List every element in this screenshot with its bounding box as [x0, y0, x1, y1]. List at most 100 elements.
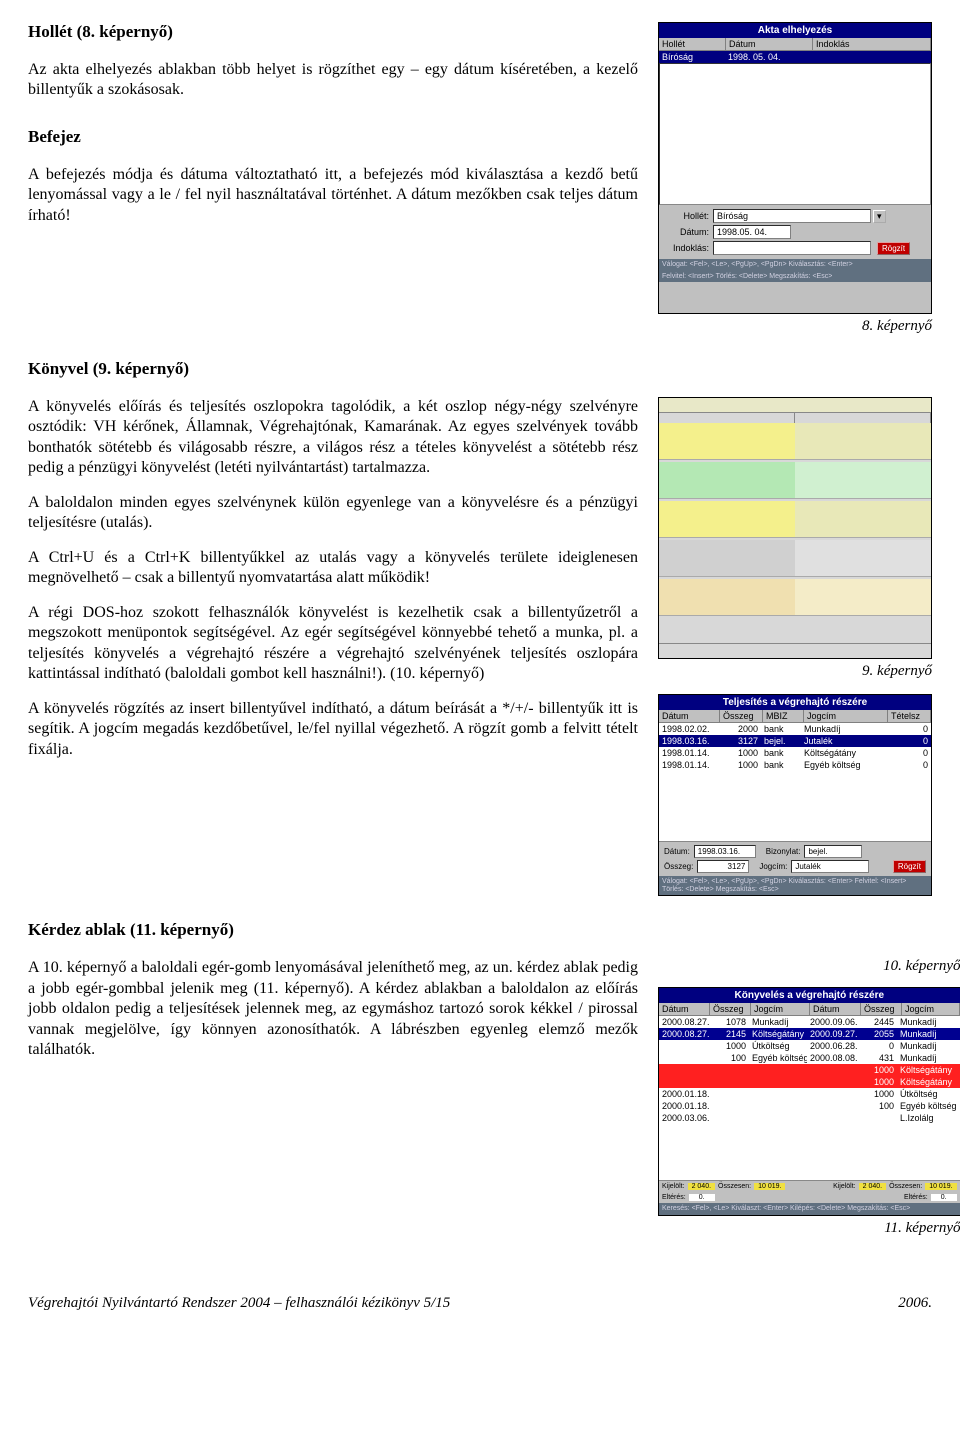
fig10-cell: 1998.03.16.: [659, 735, 719, 747]
fig11-cell: 2055: [857, 1028, 897, 1040]
fig11-row[interactable]: 1000Útköltség2000.06.28.0Munkadíj: [659, 1040, 960, 1052]
section-hollet-title: Hollét (8. képernyő): [28, 22, 638, 42]
fig11-cell: 1000: [709, 1040, 749, 1052]
fig11-cell: 2000.08.27.: [659, 1028, 709, 1040]
fig11-cell: Költségátány: [749, 1028, 807, 1040]
fig11-cell: [749, 1088, 807, 1100]
fig10-osszeg-label: Összeg:: [664, 862, 693, 871]
section-kerdez-p1: A 10. képernyő a baloldali egér-gomb len…: [28, 958, 638, 1060]
fig11-sumrow1: Kijelölt: 2 040. Összesen: 10 019. Kijel…: [659, 1181, 960, 1192]
section-kerdez-title: Kérdez ablak (11. képernyő): [28, 920, 932, 940]
fig10-status: Válogat: <Fel>, <Le>, <PgUp>, <PgDn> Kiv…: [659, 876, 931, 895]
fig11-cell: [749, 1064, 807, 1076]
fig11-col-5: Jogcím: [902, 1003, 960, 1015]
fig11-cell: Útköltség: [749, 1040, 807, 1052]
fig8-header-row: Hollét Dátum Indoklás: [659, 38, 931, 51]
section-hollet-p1: Az akta elhelyezés ablakban több helyet …: [28, 60, 638, 101]
fig11-row[interactable]: 2000.03.06.L.Izolálg: [659, 1112, 960, 1124]
fig8-form: Hollét: Bíróság ▾ Dátum: 1998.05. 04. In…: [659, 205, 931, 259]
fig11-cell: Költségátány: [897, 1064, 960, 1076]
fig11-cell: [749, 1100, 807, 1112]
fig11-cell: 1078: [709, 1016, 749, 1028]
fig10-cell: 1000: [719, 747, 761, 759]
fig11-cell: Egyéb költség: [897, 1100, 960, 1112]
fig10-cell: Egyéb költség: [801, 759, 889, 771]
fig11-cell: Munkadíj: [897, 1016, 960, 1028]
footer-right: 2006.: [898, 1295, 932, 1312]
fig11-cell: 1000: [857, 1076, 897, 1088]
fig11-f2-v3: 0.: [931, 1194, 957, 1201]
fig11-cell: Munkadíj: [897, 1040, 960, 1052]
fig10-header: Dátum Összeg MBIZ Jogcím Tételsz: [659, 710, 931, 723]
fig11-f1-v2: 10 019.: [754, 1183, 785, 1190]
fig11-row[interactable]: 2000.08.27.1078Munkadíj2000.09.06.2445Mu…: [659, 1016, 960, 1028]
fig11-cell: 2445: [857, 1016, 897, 1028]
fig8-indoklas-label: Indoklás:: [665, 243, 709, 253]
fig10-jogcim-input[interactable]: Jutalék: [791, 860, 869, 873]
fig10-cell: 0: [889, 747, 931, 759]
fig10-jogcim-label: Jogcím:: [759, 862, 787, 871]
fig10-biz-input[interactable]: bejel.: [804, 845, 862, 858]
fig11-cell: Munkadíj: [897, 1028, 960, 1040]
fig10-submit-button[interactable]: Rögzít: [893, 860, 926, 873]
fig10-col-3: Jogcím: [804, 710, 888, 722]
fig10-cell: Jutalék: [801, 735, 889, 747]
fig11-cell: [659, 1064, 709, 1076]
fig11-col-3: Dátum: [810, 1003, 861, 1015]
fig11-cell: 2145: [709, 1028, 749, 1040]
fig11-f1-v1: 2 040.: [688, 1183, 715, 1190]
fig11-cell: Útköltség: [897, 1088, 960, 1100]
fig10-row[interactable]: 1998.01.14.1000bankKöltségátány0: [659, 747, 931, 759]
fig11-cell: [807, 1112, 857, 1124]
fig11-cell: [807, 1076, 857, 1088]
fig8-row-hollet: Bíróság: [659, 51, 725, 63]
fig11-row[interactable]: 2000.01.18.1000Útköltség: [659, 1088, 960, 1100]
fig8-hollet-input[interactable]: Bíróság: [713, 209, 871, 223]
fig11-f1-v4: 10 019.: [925, 1183, 956, 1190]
fig10-cell: bank: [761, 723, 801, 735]
fig11-row[interactable]: 2000.01.18.100Egyéb költség: [659, 1100, 960, 1112]
fig11-cell: [709, 1064, 749, 1076]
figure-9: [658, 397, 932, 659]
fig10-datum-input[interactable]: 1998.03.16.: [694, 845, 756, 858]
fig11-cell: 2000.09.27.: [807, 1028, 857, 1040]
figure-10: Teljesítés a végrehajtó részére Dátum Ös…: [658, 694, 932, 896]
section-konyvel-p1: A könyvelés előírás és teljesítés oszlop…: [28, 397, 638, 479]
fig10-row[interactable]: 1998.02.02.2000bankMunkadíj0: [659, 723, 931, 735]
section-konyvel-p5: A könyvelés rögzítés az insert billentyű…: [28, 699, 638, 760]
figure-11: Könyvelés a végrehajtó részére Dátum Öss…: [658, 987, 960, 1216]
fig8-submit-button[interactable]: Rögzít: [877, 242, 910, 255]
fig11-row[interactable]: 1000Költségátány: [659, 1064, 960, 1076]
fig11-row[interactable]: 2000.08.27.2145Költségátány2000.09.27.20…: [659, 1028, 960, 1040]
fig11-title: Könyvelés a végrehajtó részére: [659, 988, 960, 1003]
fig11-cell: 2000.09.06.: [807, 1016, 857, 1028]
fig11-col-0: Dátum: [659, 1003, 710, 1015]
page-footer: Végrehajtói Nyilvántartó Rendszer 2004 –…: [28, 1291, 932, 1312]
fig8-datum-input[interactable]: 1998.05. 04.: [713, 225, 791, 239]
fig11-cell: 431: [857, 1052, 897, 1064]
fig10-row[interactable]: 1998.03.16.3127bejel.Jutalék0: [659, 735, 931, 747]
fig10-col-1: Összeg: [720, 710, 763, 722]
fig8-row-datum: 1998. 05. 04.: [725, 51, 811, 63]
fig10-cell: bank: [761, 747, 801, 759]
fig11-row[interactable]: 100Egyéb költség2000.08.08.431Munkadíj: [659, 1052, 960, 1064]
section-befejez-p1: A befejezés módja és dátuma változtathat…: [28, 165, 638, 226]
fig8-hollet-label: Hollét:: [665, 211, 709, 221]
dropdown-icon[interactable]: ▾: [873, 210, 886, 223]
fig10-col-0: Dátum: [659, 710, 720, 722]
fig10-col-2: MBIZ: [763, 710, 804, 722]
fig11-header: Dátum Összeg Jogcím Dátum Összeg Jogcím: [659, 1003, 960, 1016]
fig10-title: Teljesítés a végrehajtó részére: [659, 695, 931, 710]
fig11-cell: [659, 1052, 709, 1064]
fig10-col-4: Tételsz: [888, 710, 931, 722]
fig11-row[interactable]: 1000Költségátány: [659, 1076, 960, 1088]
fig11-cell: 1000: [857, 1064, 897, 1076]
fig10-cell: 2000: [719, 723, 761, 735]
fig11-cell: 2000.03.06.: [659, 1112, 709, 1124]
fig11-col-2: Jogcím: [751, 1003, 810, 1015]
fig10-osszeg-input[interactable]: 3127: [697, 860, 749, 873]
fig11-f1-l3: Kijelölt:: [833, 1183, 856, 1190]
fig10-row[interactable]: 1998.01.14.1000bankEgyéb költség0: [659, 759, 931, 771]
fig8-indoklas-input[interactable]: [713, 241, 871, 255]
fig11-status: Keresés: <Fel>, <Le> Kiválaszt: <Enter> …: [659, 1203, 960, 1215]
